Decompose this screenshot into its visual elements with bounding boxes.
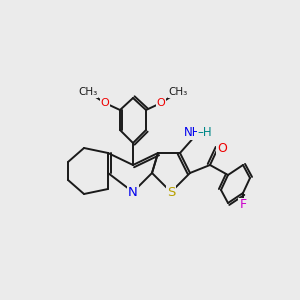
Text: CH₃: CH₃ (168, 87, 188, 97)
Text: O: O (217, 142, 227, 154)
Text: F: F (239, 199, 247, 212)
Text: CH₃: CH₃ (78, 87, 98, 97)
Text: S: S (167, 185, 175, 199)
Text: NH: NH (184, 127, 202, 140)
Text: N: N (128, 185, 138, 199)
Text: O: O (100, 98, 109, 108)
Text: O: O (157, 98, 165, 108)
Text: –H: –H (198, 127, 212, 140)
